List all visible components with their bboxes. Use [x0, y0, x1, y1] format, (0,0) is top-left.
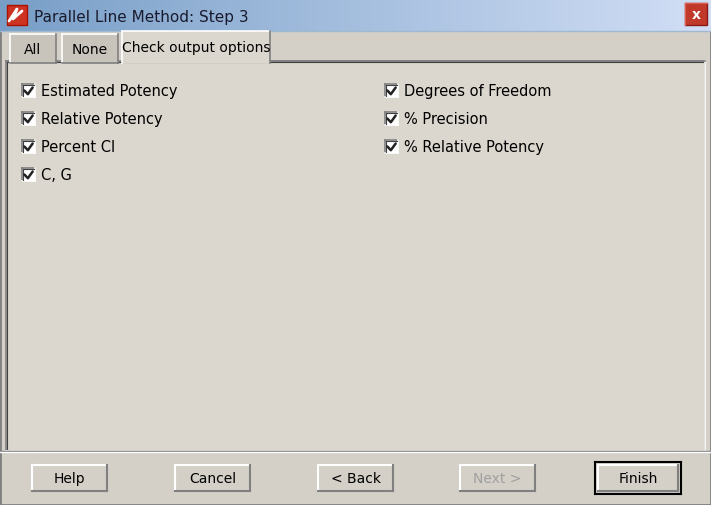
Text: Finish: Finish	[619, 471, 658, 485]
Text: Next >: Next >	[474, 471, 522, 485]
Text: C, G: C, G	[41, 168, 72, 183]
Bar	[460, 465, 535, 491]
Text: Check output options: Check output options	[122, 41, 270, 55]
Bar	[385, 85, 398, 98]
Bar	[175, 465, 250, 491]
Bar	[385, 141, 398, 154]
Text: Parallel Line Method: Step 3: Parallel Line Method: Step 3	[34, 10, 249, 24]
Bar	[10, 35, 56, 64]
Bar	[6, 62, 705, 451]
Text: % Relative Potency: % Relative Potency	[404, 140, 544, 155]
Bar	[22, 169, 35, 182]
Text: Cancel: Cancel	[189, 471, 236, 485]
Bar	[385, 113, 398, 126]
Bar	[123, 61, 269, 64]
Text: Degrees of Freedom: Degrees of Freedom	[404, 84, 552, 99]
Text: All: All	[24, 42, 42, 57]
Text: Percent CI: Percent CI	[41, 140, 115, 155]
Bar	[22, 85, 35, 98]
Bar	[62, 35, 118, 64]
Text: x: x	[692, 8, 700, 22]
Bar	[122, 32, 270, 64]
Text: Help: Help	[54, 471, 85, 485]
Bar	[7, 6, 27, 26]
Text: Relative Potency: Relative Potency	[41, 112, 163, 127]
Bar	[32, 465, 107, 491]
Bar	[598, 465, 678, 491]
Bar	[22, 113, 35, 126]
Bar	[318, 465, 393, 491]
Bar	[685, 4, 707, 26]
Text: Estimated Potency: Estimated Potency	[41, 84, 178, 99]
Text: None: None	[72, 42, 108, 57]
Text: < Back: < Back	[331, 471, 380, 485]
Bar	[22, 141, 35, 154]
Text: % Precision: % Precision	[404, 112, 488, 127]
